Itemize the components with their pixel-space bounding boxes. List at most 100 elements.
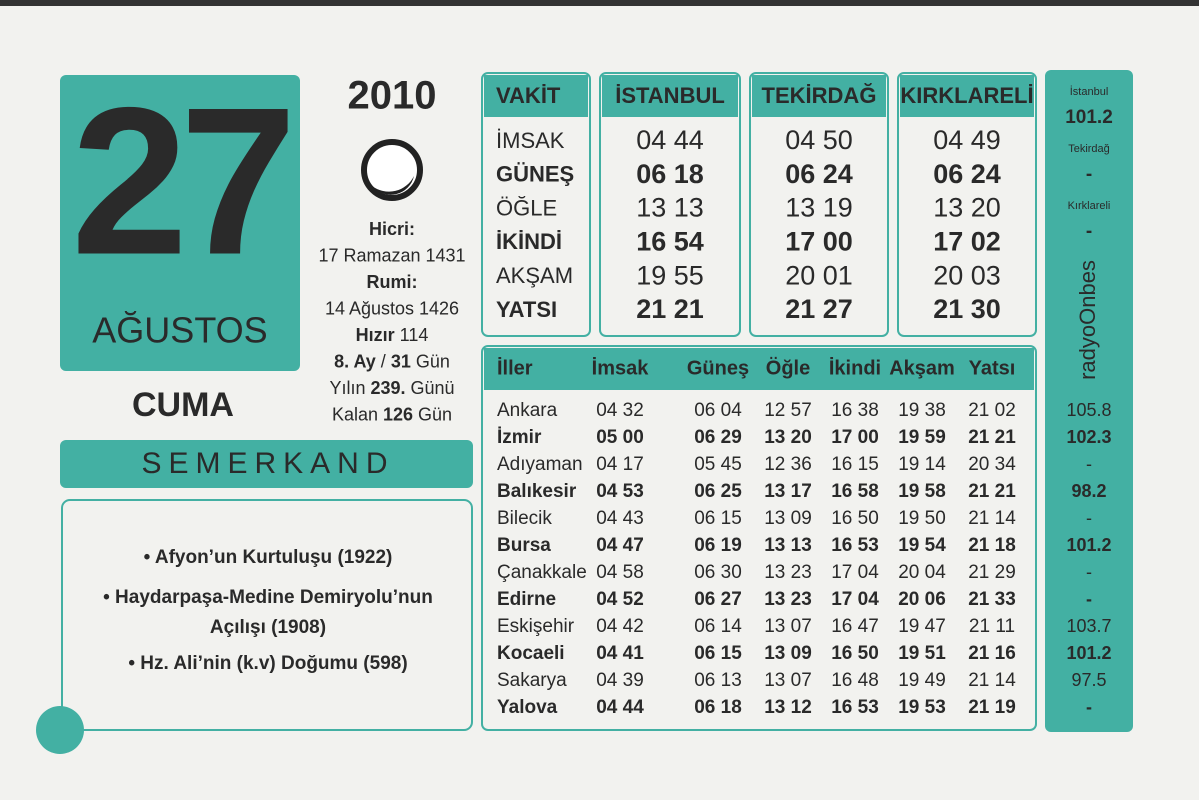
- city-name: Eskişehir: [497, 616, 575, 637]
- prayer-time: 13 19: [785, 193, 853, 223]
- month: AĞUSTOS: [92, 310, 267, 351]
- city-time: 06 27: [694, 589, 742, 610]
- event: Açılışı (1908): [210, 617, 326, 638]
- times-header: TEKİRDAĞ: [762, 83, 877, 108]
- brand-bar: [60, 440, 473, 488]
- city-name: Yalova: [497, 697, 558, 718]
- city-time: 21 29: [968, 562, 1016, 583]
- city-time: 20 06: [898, 589, 946, 610]
- radio-freq: -: [1086, 589, 1092, 609]
- radio-sidebar: [1045, 70, 1133, 732]
- city-time: 21 14: [968, 508, 1016, 529]
- info-segment: Günü: [406, 378, 455, 398]
- city-name: Çanakkale: [497, 562, 587, 583]
- info-segment: 239.: [370, 378, 405, 398]
- city-time: 16 53: [831, 697, 879, 718]
- prayer-name: İMSAK: [496, 128, 565, 153]
- radio-freq: 101.2: [1066, 643, 1111, 663]
- city-time: 06 30: [694, 562, 742, 583]
- city-time: 19 59: [898, 427, 946, 448]
- events-box: [61, 499, 473, 731]
- city-time: 21 19: [968, 697, 1016, 718]
- city-time: 06 14: [694, 616, 742, 637]
- city-name: Ankara: [497, 400, 558, 421]
- city-time: 21 18: [968, 535, 1016, 556]
- info-segment: Hızır: [356, 325, 395, 345]
- city-name: Edirne: [497, 589, 556, 610]
- city-time: 04 42: [596, 616, 644, 637]
- city-time: 16 58: [831, 481, 879, 502]
- radio-freq: 102.3: [1066, 427, 1111, 447]
- city-time: 16 38: [831, 400, 879, 421]
- times-header: VAKİT: [496, 83, 561, 108]
- radio-freq: -: [1086, 454, 1092, 474]
- info-segment: 114: [395, 325, 429, 345]
- city-time: 16 50: [831, 643, 879, 664]
- prayer-time: 13 20: [933, 193, 1001, 223]
- info-line: 17 Ramazan 1431: [318, 245, 465, 265]
- prayer-name: AKŞAM: [496, 263, 573, 288]
- city-time: 13 23: [764, 589, 812, 610]
- info-line: 8. Ay / 31 Gün: [334, 351, 450, 371]
- event: • Hz. Ali’nin (k.v) Doğumu (598): [128, 653, 407, 674]
- city-time: 04 58: [596, 562, 644, 583]
- city-time: 19 14: [898, 454, 946, 475]
- city-time: 04 53: [596, 481, 644, 502]
- city-time: 04 39: [596, 670, 644, 691]
- city-time: 04 41: [596, 643, 644, 664]
- prayer-name: GÜNEŞ: [496, 162, 574, 187]
- city-time: 19 50: [898, 508, 946, 529]
- radio-freq: -: [1086, 562, 1092, 582]
- city-time: 17 04: [831, 589, 879, 610]
- station-freq: -: [1086, 221, 1092, 242]
- info-line: Hicri:: [369, 219, 415, 239]
- radio-freq: 103.7: [1066, 616, 1111, 636]
- event: • Haydarpaşa-Medine Demiryolu’nun: [103, 587, 433, 608]
- city-time: 04 47: [596, 535, 644, 556]
- city-time: 16 50: [831, 508, 879, 529]
- radio-logo: radyoOnbes: [1075, 260, 1100, 380]
- city-time: 13 20: [764, 427, 812, 448]
- city-time: 20 34: [968, 454, 1016, 475]
- city-time: 20 04: [898, 562, 946, 583]
- city-time: 13 13: [764, 535, 812, 556]
- cities-header: Öğle: [766, 356, 810, 379]
- info-segment: Yılın: [329, 378, 370, 398]
- prayer-time: 04 50: [785, 125, 853, 155]
- city-name: Sakarya: [497, 670, 567, 691]
- day-box: [60, 75, 300, 371]
- cities-header: İller: [497, 356, 533, 379]
- radio-freq: 97.5: [1071, 670, 1106, 690]
- city-time: 16 48: [831, 670, 879, 691]
- city-time: 13 09: [764, 643, 812, 664]
- city-time: 19 58: [898, 481, 946, 502]
- times-header: İSTANBUL: [615, 83, 725, 108]
- info-segment: /: [376, 351, 391, 371]
- info-line: Rumi:: [367, 272, 418, 292]
- info-segment: 14 Ağustos 1426: [325, 298, 459, 318]
- info-line: 14 Ağustos 1426: [325, 298, 459, 318]
- prayer-time: 20 03: [933, 260, 1001, 290]
- station-freq: 101.2: [1065, 107, 1113, 128]
- city-time: 06 18: [694, 697, 742, 718]
- radio-freq: -: [1086, 508, 1092, 528]
- city-time: 06 19: [694, 535, 742, 556]
- station-name: Kırklareli: [1068, 200, 1111, 212]
- city-time: 12 36: [764, 454, 812, 475]
- radio-freq: 105.8: [1066, 400, 1111, 420]
- city-time: 06 29: [694, 427, 742, 448]
- city-time: 16 15: [831, 454, 879, 475]
- prayer-time: 20 01: [785, 260, 853, 290]
- prayer-time: 16 54: [636, 227, 704, 257]
- brand: SEMERKAND: [141, 447, 394, 480]
- prayer-time: 04 44: [636, 125, 704, 155]
- city-time: 13 17: [764, 481, 812, 502]
- info-segment: Rumi:: [367, 272, 418, 292]
- year: 2010: [348, 74, 437, 118]
- prayer-time: 19 55: [636, 260, 704, 290]
- city-box: [897, 72, 1037, 337]
- prayer-name: YATSI: [496, 297, 557, 322]
- cities-header: Akşam: [889, 357, 955, 379]
